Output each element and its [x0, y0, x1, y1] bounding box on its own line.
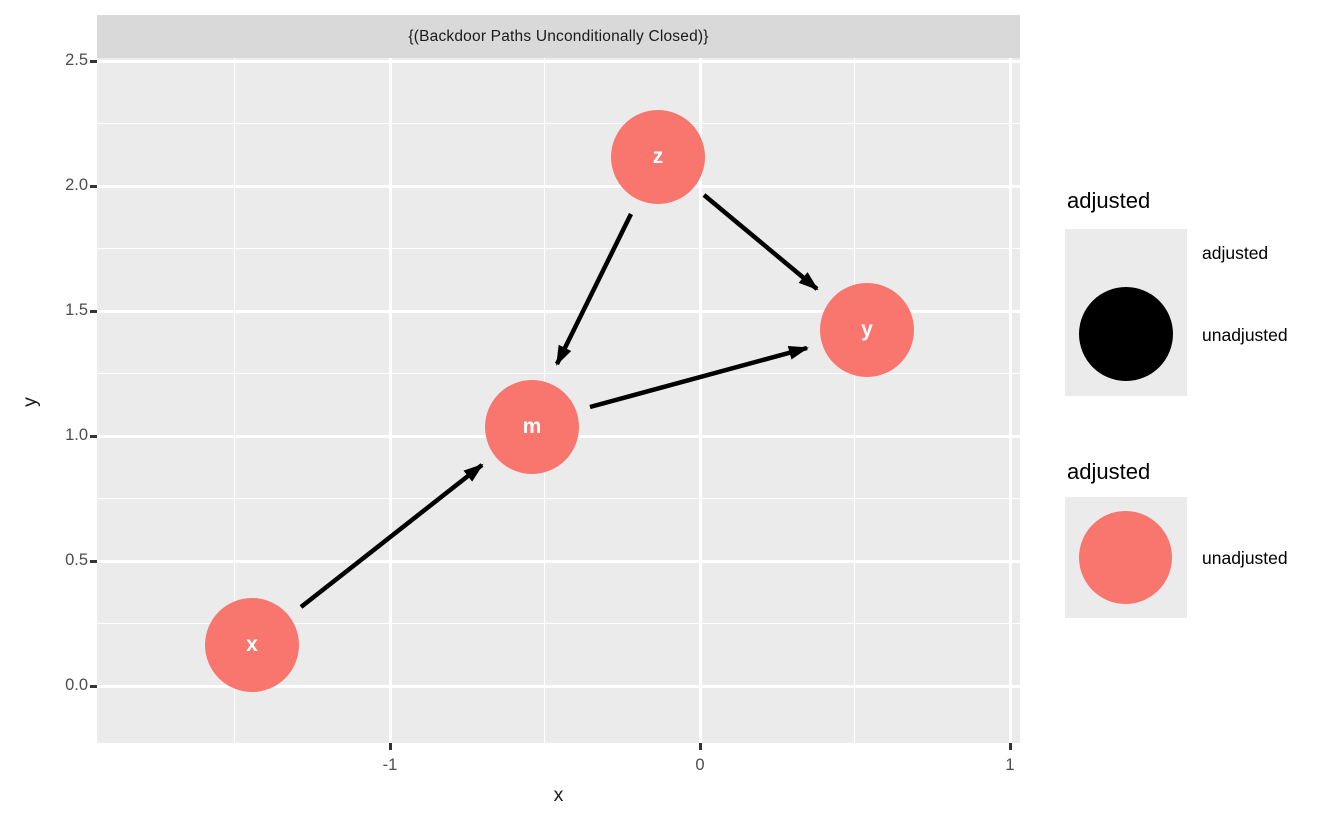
dag-node-label: m: [522, 415, 542, 438]
unadjusted-shape-glyph: [1079, 287, 1173, 381]
gridline-minor-h: [97, 247, 1020, 249]
x-tick-label: -1: [382, 756, 398, 774]
dag-node-label: x: [246, 633, 258, 656]
facet-strip: {(Backdoor Paths Unconditionally Closed)…: [97, 15, 1020, 58]
x-axis-title: x: [553, 784, 564, 806]
gridline-major-h: [97, 685, 1020, 688]
gridline-minor-h: [97, 372, 1020, 374]
x-axis-tick: [389, 743, 392, 750]
legend-shape-title: adjusted: [1067, 188, 1151, 213]
legend-colour-title: adjusted: [1067, 459, 1151, 484]
x-axis-tick: [1009, 743, 1012, 750]
x-axis-tick: [699, 743, 702, 750]
y-axis-tick: [90, 435, 97, 438]
y-axis-title: y: [18, 397, 41, 407]
y-tick-label: 2.0: [65, 176, 88, 194]
y-tick-label: 0.0: [65, 676, 88, 694]
gridline-minor-h: [97, 122, 1020, 124]
legend-colour-key: [1065, 497, 1187, 618]
y-tick-label: 2.5: [65, 51, 88, 69]
gridline-minor-h: [97, 622, 1020, 624]
legend-shape-keys: [1065, 229, 1187, 396]
gridline-minor-v: [234, 58, 236, 743]
dag-node-y: y: [820, 283, 914, 377]
legend-entry-label-adjusted: adjusted: [1202, 243, 1269, 263]
dag-node-label: z: [652, 145, 664, 168]
unadjusted-colour-glyph: [1079, 511, 1172, 604]
gridline-major-v: [1009, 58, 1012, 743]
strip-title: {(Backdoor Paths Unconditionally Closed)…: [408, 27, 709, 45]
legend-entry-label-unadjusted: unadjusted: [1202, 325, 1288, 345]
y-tick-label: 1.5: [65, 301, 88, 319]
gridline-major-h: [97, 60, 1020, 63]
gridline-major-h: [97, 560, 1020, 563]
dag-node-label: y: [861, 318, 873, 341]
dag-node-m: m: [485, 380, 579, 474]
y-axis-tick: [90, 60, 97, 63]
x-tick-label: 1: [1005, 756, 1015, 774]
dag-node-z: z: [611, 110, 705, 204]
x-tick-label: 0: [695, 756, 705, 774]
y-axis-tick: [90, 685, 97, 688]
y-axis-tick: [90, 310, 97, 313]
gridline-major-v: [389, 58, 392, 743]
gridline-major-h: [97, 185, 1020, 188]
y-axis-tick: [90, 185, 97, 188]
y-axis-tick: [90, 560, 97, 563]
y-tick-label: 1.0: [65, 426, 88, 444]
dag-node-x: x: [205, 598, 299, 692]
gridline-minor-v: [854, 58, 856, 743]
y-tick-label: 0.5: [65, 551, 88, 569]
gridline-minor-h: [97, 497, 1020, 499]
legend-entry-label-unadjusted: unadjusted: [1202, 548, 1288, 568]
